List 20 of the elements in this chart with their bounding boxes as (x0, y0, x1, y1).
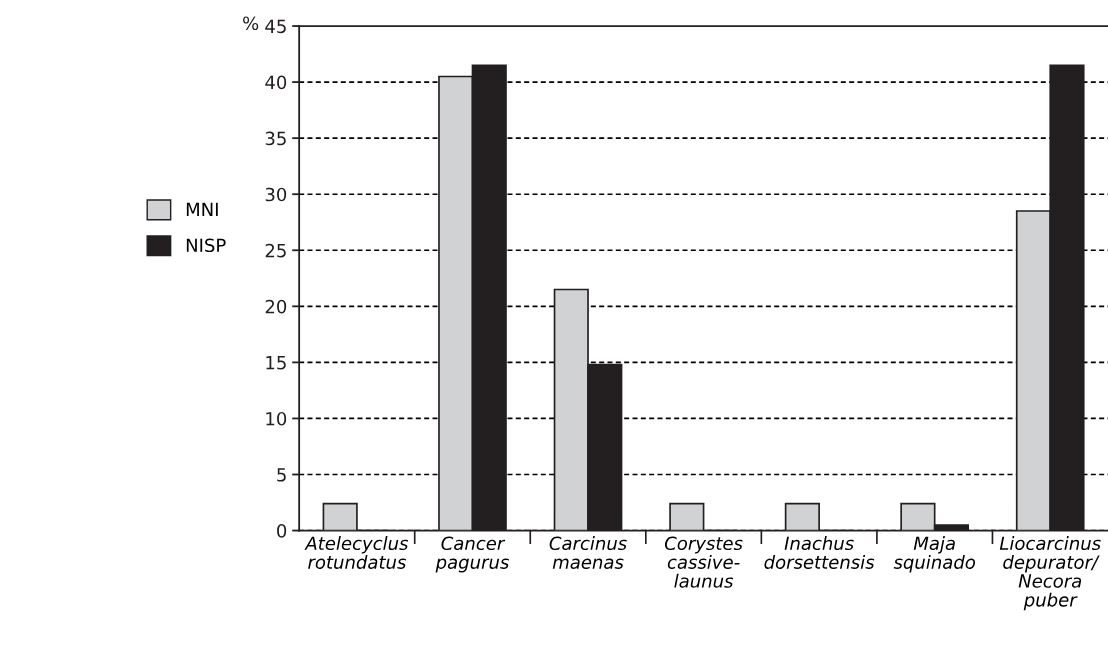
x-tick-label: Inachus dorsettensis (764, 536, 875, 569)
legend-label: NISP (186, 238, 226, 253)
y-tick-label: 10 (266, 411, 287, 426)
y-tick-label: 5 (277, 468, 286, 482)
x-tick-label: Liocarcinus depurator/ Necora puber (999, 536, 1101, 611)
y-tick-label: 0 (277, 524, 287, 538)
y-tick-label: 30 (265, 187, 287, 202)
x-tick-label: Maja squinado (893, 536, 976, 573)
y-tick-label: 40 (265, 75, 287, 90)
legend-label: MNI (186, 202, 218, 216)
x-tick-label: Atelecyclus rotundatus (304, 536, 409, 569)
y-tick-label: 15 (266, 356, 286, 370)
y-tick-label: 45 (265, 19, 286, 34)
y-tick-label: 35 (265, 131, 286, 146)
y-axis-title: % (243, 16, 259, 31)
y-tick-label: 25 (265, 243, 286, 258)
x-tick-label: Cancer pagurus (435, 536, 509, 573)
x-tick-label: Corystes cassive- launus (664, 536, 743, 588)
x-tick-label: Carcinus maenas (549, 536, 627, 569)
y-tick-label: 20 (265, 299, 287, 314)
